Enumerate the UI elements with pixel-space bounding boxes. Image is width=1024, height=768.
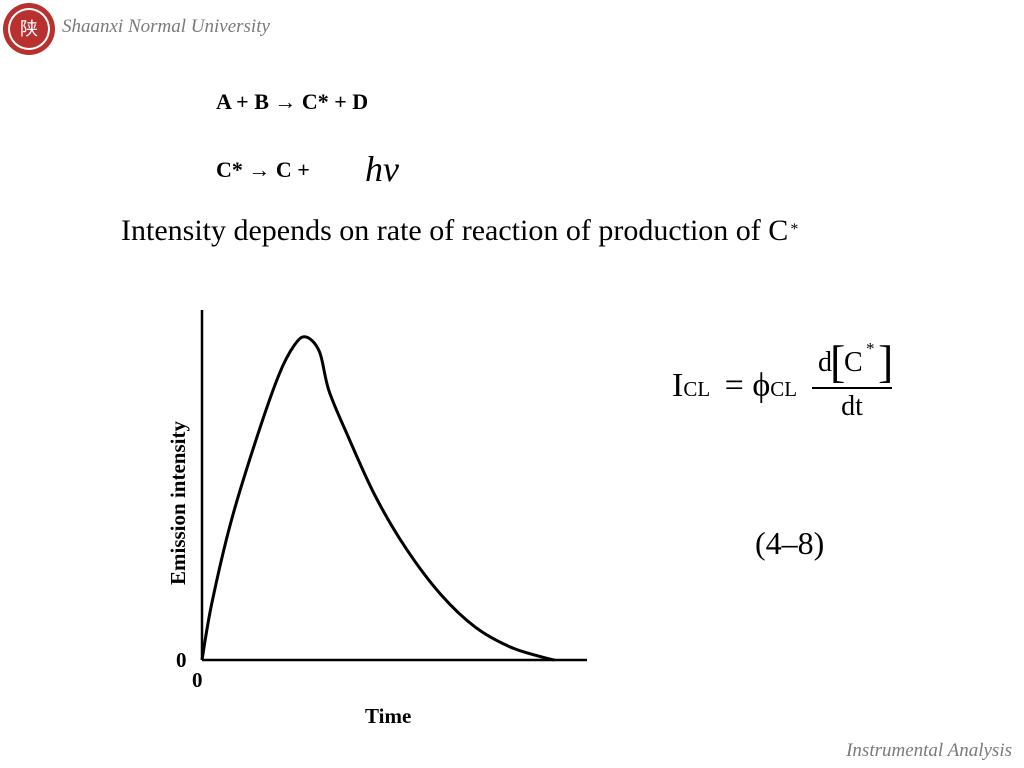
intensity-symbol: I xyxy=(672,367,684,404)
phi-subscript: CL xyxy=(770,377,798,401)
reaction-equation-1: A + B → C* + D xyxy=(216,89,369,114)
x-axis-label: Time xyxy=(365,704,411,728)
university-seal-logo: 陕 xyxy=(3,3,55,55)
y-tick-label-0: 0 xyxy=(176,648,187,672)
equation-number: (4–8) xyxy=(755,525,825,561)
h-nu-symbol: hν xyxy=(365,149,399,189)
derivative-fraction: d [ C * ] dt xyxy=(812,335,893,423)
phi-symbol: ϕ xyxy=(752,367,771,404)
emission-curve xyxy=(200,335,555,662)
x-tick-label-0: 0 xyxy=(192,668,203,692)
intensity-subscript: CL xyxy=(683,377,711,401)
reaction-equation-2: C* → C + xyxy=(216,157,310,182)
svg-text:陕: 陕 xyxy=(20,19,38,40)
intensity-statement: Intensity depends on rate of reaction of… xyxy=(121,214,799,247)
course-footer: Instrumental Analysis xyxy=(846,740,1012,761)
y-axis-label: Emission intensity xyxy=(166,421,190,585)
emission-intensity-chart: Emission intensity 0 0 Time xyxy=(166,310,587,728)
university-name: Shaanxi Normal University xyxy=(62,16,270,37)
